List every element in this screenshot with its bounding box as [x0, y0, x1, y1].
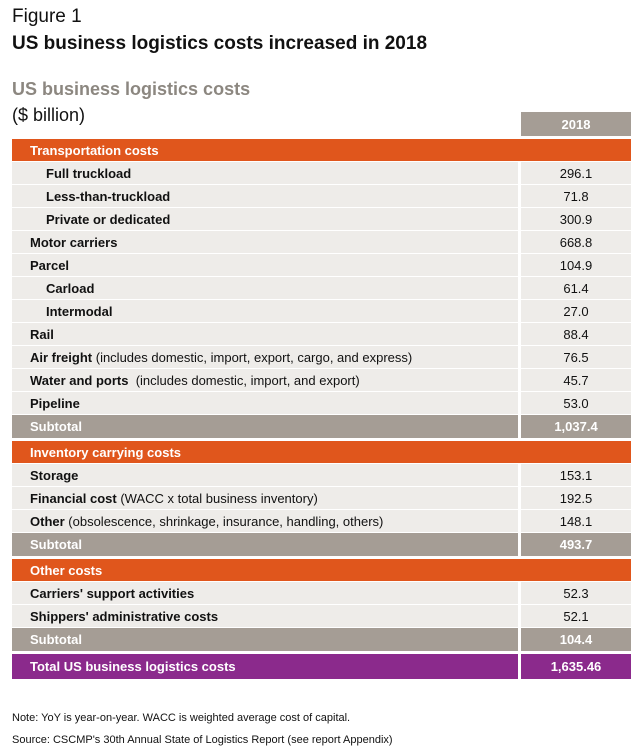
value: 71.8 — [521, 185, 631, 207]
value: 668.8 — [521, 231, 631, 253]
value: 53.0 — [521, 392, 631, 414]
table-row: Full truckload 296.1 — [12, 162, 631, 184]
row-label: Storage — [12, 464, 518, 486]
label: Air freight — [30, 349, 93, 365]
table-row: Parcel 104.9 — [12, 254, 631, 276]
value: 300.9 — [521, 208, 631, 230]
row-label: Less-than-truckload — [12, 185, 518, 207]
row-label: Subtotal — [12, 415, 518, 438]
value: 192.5 — [521, 487, 631, 509]
unit: ($ billion) — [12, 105, 86, 125]
label-note: (includes domestic, import, export, carg… — [92, 349, 413, 365]
label: Subtotal — [30, 632, 82, 647]
value: 153.1 — [521, 464, 631, 486]
value: 493.7 — [521, 533, 631, 556]
row-label: Rail — [12, 323, 518, 345]
value: 104.4 — [521, 628, 631, 651]
label: Shippers' administrative costs — [30, 608, 219, 624]
table-row: Water and ports (includes domestic, impo… — [12, 369, 631, 391]
source: Source: CSCMP's 30th Annual State of Log… — [12, 734, 393, 746]
row-label: Pipeline — [12, 392, 518, 414]
label: Pipeline — [30, 395, 80, 411]
value: 45.7 — [521, 369, 631, 391]
section-title: Other costs — [30, 562, 103, 578]
total-row: Total US business logistics costs 1,635.4… — [12, 654, 631, 679]
value: 1,037.4 — [521, 415, 631, 438]
title: US business logistics costs increased in… — [12, 33, 428, 54]
row-label: Parcel — [12, 254, 518, 276]
column-header: 2018 — [521, 112, 631, 136]
row-label: Shippers' administrative costs — [12, 605, 518, 627]
value: 1,635.46 — [521, 654, 631, 679]
table-row: Financial cost (WACC x total business in… — [12, 487, 631, 509]
section-header: Transportation costs — [12, 139, 631, 161]
value: 52.1 — [521, 605, 631, 627]
row-label: Subtotal — [12, 533, 518, 556]
table-row: Storage 153.1 — [12, 464, 631, 486]
label: Private or dedicated — [46, 211, 171, 227]
table-row: Rail 88.4 — [12, 323, 631, 345]
section-title: Transportation costs — [30, 142, 159, 158]
table: Transportation costs Full truckload 296.1 L… — [12, 139, 631, 680]
label: Financial cost — [30, 490, 117, 506]
label: Total US business logistics costs — [30, 659, 236, 674]
row-label: Water and ports (includes domestic, impo… — [12, 369, 518, 391]
value: 104.9 — [521, 254, 631, 276]
label-note: (obsolescence, shrinkage, insurance, han… — [64, 513, 384, 529]
label-note: (WACC x total business inventory) — [116, 490, 318, 506]
value: 296.1 — [521, 162, 631, 184]
label-note: (includes domestic, import, and export) — [128, 372, 360, 388]
value: 148.1 — [521, 510, 631, 532]
row-label: Air freight (includes domestic, import, … — [12, 346, 518, 368]
label: Carload — [46, 280, 95, 296]
table-row: Private or dedicated 300.9 — [12, 208, 631, 230]
label: Full truckload — [46, 165, 132, 181]
label: Subtotal — [30, 419, 82, 434]
table-row: Carload 61.4 — [12, 277, 631, 299]
note: Note: YoY is year-on-year. WACC is weigh… — [12, 712, 351, 724]
label: Motor carriers — [30, 234, 118, 250]
table-row: Shippers' administrative costs 52.1 — [12, 605, 631, 627]
row-label: Carload — [12, 277, 518, 299]
label: Subtotal — [30, 537, 82, 552]
table-row: Air freight (includes domestic, import, … — [12, 346, 631, 368]
table-row: Other (obsolescence, shrinkage, insuranc… — [12, 510, 631, 532]
table-row: Pipeline 53.0 — [12, 392, 631, 414]
section-header: Other costs — [12, 559, 631, 581]
section-title: Inventory carrying costs — [30, 444, 181, 460]
value: 76.5 — [521, 346, 631, 368]
value: 27.0 — [521, 300, 631, 322]
subtotal-row: Subtotal 1,037.4 — [12, 415, 631, 438]
label: Rail — [30, 326, 54, 342]
label: Carriers' support activities — [30, 585, 195, 601]
subtitle: US business logistics costs — [12, 79, 251, 99]
row-label: Carriers' support activities — [12, 582, 518, 604]
table-row: Less-than-truckload 71.8 — [12, 185, 631, 207]
row-label: Motor carriers — [12, 231, 518, 253]
row-label: Full truckload — [12, 162, 518, 184]
label: Less-than-truckload — [46, 188, 171, 204]
row-label: Total US business logistics costs — [12, 654, 518, 679]
table-row: Motor carriers 668.8 — [12, 231, 631, 253]
subtotal-row: Subtotal 104.4 — [12, 628, 631, 651]
value: 61.4 — [521, 277, 631, 299]
row-label: Private or dedicated — [12, 208, 518, 230]
table-row: Intermodal 27.0 — [12, 300, 631, 322]
label: Intermodal — [46, 303, 113, 319]
label: Storage — [30, 467, 79, 483]
value: 88.4 — [521, 323, 631, 345]
label: Water and ports — [30, 372, 129, 388]
row-label: Financial cost (WACC x total business in… — [12, 487, 518, 509]
row-label: Intermodal — [12, 300, 518, 322]
row-label: Subtotal — [12, 628, 518, 651]
label: Parcel — [30, 257, 70, 273]
label: Other — [30, 513, 65, 529]
row-label: Other (obsolescence, shrinkage, insuranc… — [12, 510, 518, 532]
figure-label: Figure 1 — [12, 6, 82, 27]
value: 52.3 — [521, 582, 631, 604]
subtotal-row: Subtotal 493.7 — [12, 533, 631, 556]
table-row: Carriers' support activities 52.3 — [12, 582, 631, 604]
section-header: Inventory carrying costs — [12, 441, 631, 463]
